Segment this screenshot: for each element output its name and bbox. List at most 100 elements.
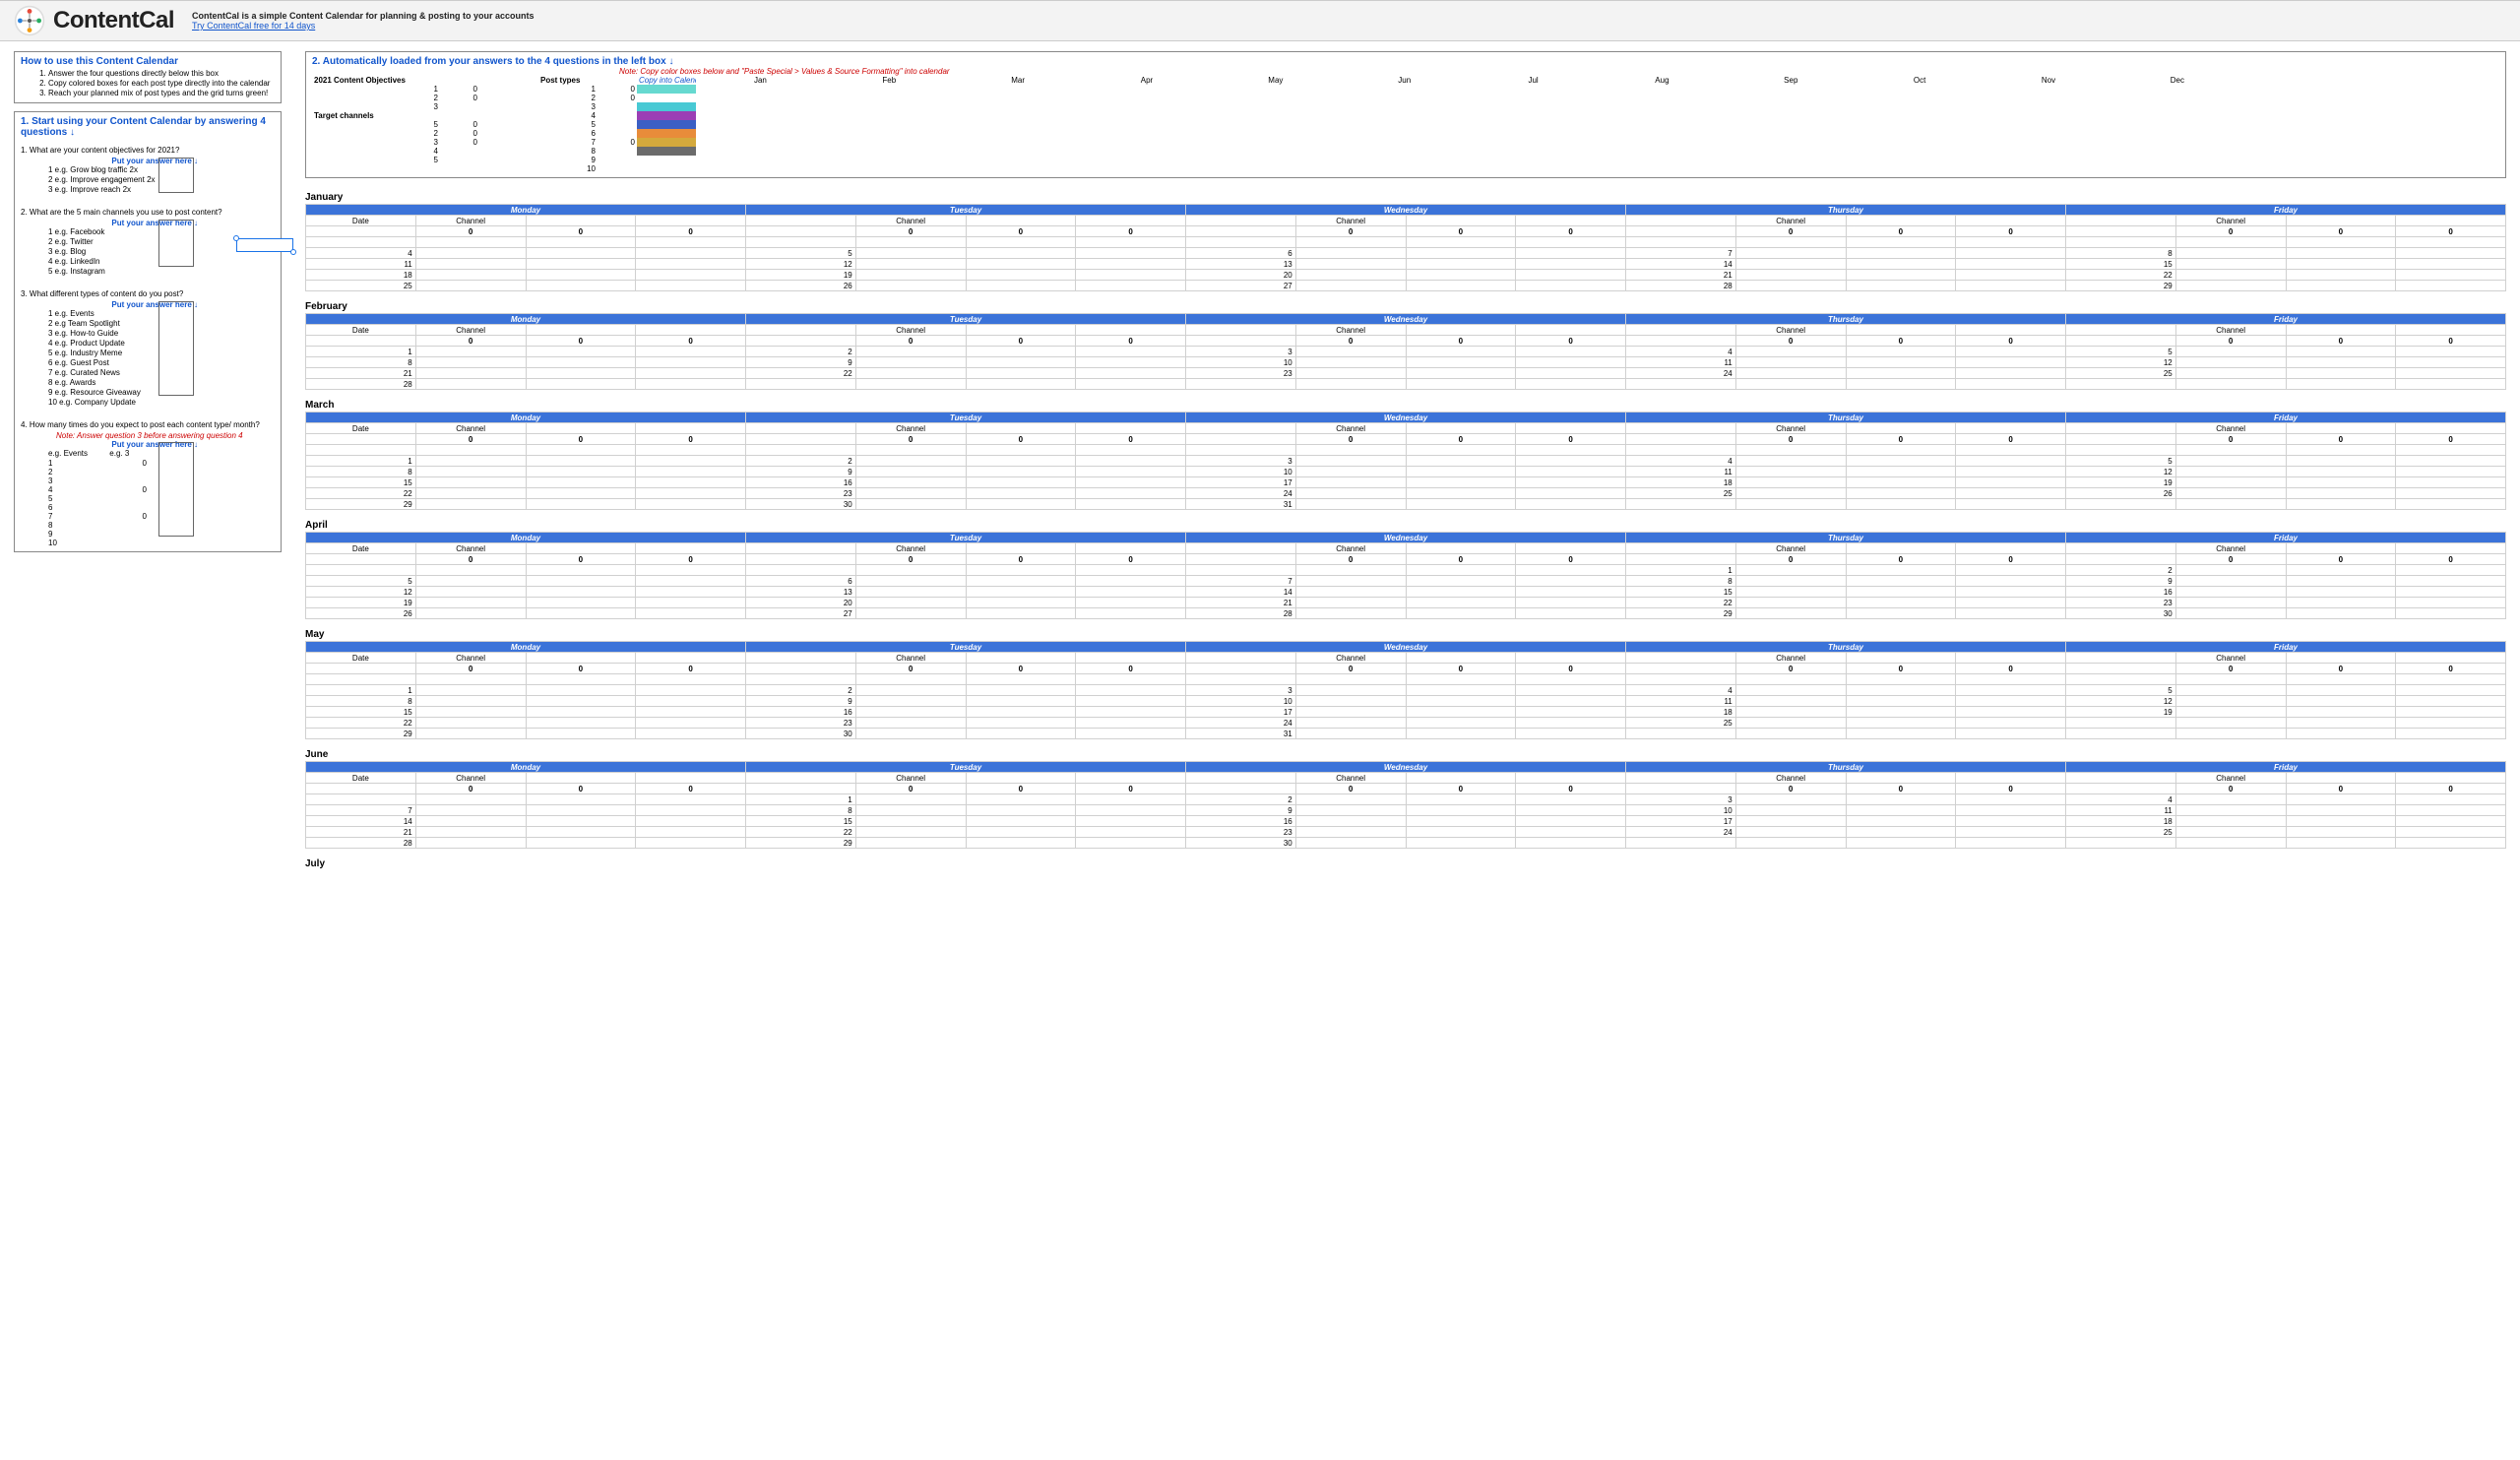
calendar-cell[interactable]: 17 — [1626, 816, 1736, 827]
calendar-cell[interactable] — [1516, 718, 1626, 729]
calendar-cell[interactable] — [1846, 477, 1956, 488]
calendar-cell[interactable] — [1516, 707, 1626, 718]
calendar-cell[interactable] — [2066, 729, 2176, 739]
calendar-cell[interactable]: 14 — [306, 816, 416, 827]
calendar-cell[interactable] — [855, 347, 966, 357]
calendar-cell[interactable] — [1076, 674, 1186, 685]
calendar-cell[interactable] — [1516, 674, 1626, 685]
calendar-cell[interactable] — [2175, 576, 2286, 587]
calendar-cell[interactable] — [636, 674, 746, 685]
calendar-cell[interactable] — [1295, 729, 1406, 739]
calendar-cell[interactable] — [1846, 467, 1956, 477]
calendar-cell[interactable] — [1295, 816, 1406, 827]
calendar-cell[interactable] — [1846, 347, 1956, 357]
calendar-cell[interactable] — [1186, 565, 1296, 576]
calendar-cell[interactable]: 11 — [2066, 805, 2176, 816]
calendar-cell[interactable] — [966, 445, 1076, 456]
calendar-cell[interactable] — [526, 368, 636, 379]
calendar-cell[interactable] — [966, 499, 1076, 510]
calendar-cell[interactable] — [1406, 587, 1516, 598]
calendar-cell[interactable] — [1956, 499, 2066, 510]
calendar-cell[interactable] — [1956, 707, 2066, 718]
calendar-cell[interactable] — [1956, 270, 2066, 281]
calendar-cell[interactable] — [1735, 456, 1846, 467]
calendar-cell[interactable] — [966, 259, 1076, 270]
calendar-cell[interactable] — [1516, 838, 1626, 849]
calendar-cell[interactable] — [1186, 379, 1296, 390]
calendar-cell[interactable] — [1735, 565, 1846, 576]
calendar-cell[interactable] — [966, 456, 1076, 467]
calendar-cell[interactable] — [1516, 729, 1626, 739]
calendar-cell[interactable] — [526, 608, 636, 619]
calendar-cell[interactable] — [2396, 248, 2506, 259]
calendar-cell[interactable] — [1295, 499, 1406, 510]
calendar-cell[interactable] — [1956, 718, 2066, 729]
calendar-cell[interactable] — [1846, 816, 1956, 827]
calendar-cell[interactable] — [1076, 237, 1186, 248]
calendar-cell[interactable] — [2396, 456, 2506, 467]
calendar-cell[interactable] — [2286, 477, 2396, 488]
calendar-cell[interactable] — [2175, 281, 2286, 291]
calendar-cell[interactable]: 9 — [746, 696, 856, 707]
calendar-cell[interactable] — [1186, 674, 1296, 685]
calendar-cell[interactable] — [1295, 477, 1406, 488]
calendar-cell[interactable] — [2396, 718, 2506, 729]
calendar-cell[interactable] — [1076, 499, 1186, 510]
calendar-cell[interactable] — [966, 718, 1076, 729]
calendar-cell[interactable]: 1 — [306, 456, 416, 467]
calendar-cell[interactable] — [1295, 587, 1406, 598]
calendar-cell[interactable] — [2175, 805, 2286, 816]
calendar-cell[interactable] — [1735, 488, 1846, 499]
calendar-cell[interactable] — [1846, 674, 1956, 685]
calendar-cell[interactable] — [415, 357, 526, 368]
calendar-cell[interactable] — [2396, 237, 2506, 248]
calendar-cell[interactable] — [2175, 718, 2286, 729]
calendar-cell[interactable] — [1076, 718, 1186, 729]
calendar-cell[interactable] — [1956, 259, 2066, 270]
calendar-cell[interactable] — [1735, 368, 1846, 379]
calendar-cell[interactable] — [2175, 237, 2286, 248]
calendar-cell[interactable] — [1295, 674, 1406, 685]
calendar-cell[interactable] — [2175, 674, 2286, 685]
calendar-cell[interactable] — [1406, 259, 1516, 270]
calendar-cell[interactable] — [1406, 281, 1516, 291]
calendar-cell[interactable] — [1956, 357, 2066, 368]
color-swatch[interactable] — [637, 164, 696, 173]
calendar-cell[interactable] — [1846, 794, 1956, 805]
calendar-cell[interactable] — [526, 379, 636, 390]
calendar-cell[interactable] — [636, 805, 746, 816]
calendar-cell[interactable] — [966, 794, 1076, 805]
calendar-cell[interactable] — [636, 467, 746, 477]
calendar-cell[interactable] — [306, 237, 416, 248]
calendar-cell[interactable] — [526, 805, 636, 816]
calendar-cell[interactable] — [1516, 685, 1626, 696]
calendar-cell[interactable] — [966, 270, 1076, 281]
calendar-cell[interactable] — [415, 259, 526, 270]
calendar-cell[interactable] — [1626, 379, 1736, 390]
calendar-cell[interactable]: 22 — [306, 488, 416, 499]
calendar-cell[interactable] — [1295, 270, 1406, 281]
answer-box-2[interactable] — [158, 220, 194, 267]
calendar-cell[interactable] — [855, 794, 966, 805]
calendar-cell[interactable] — [415, 729, 526, 739]
calendar-cell[interactable] — [415, 379, 526, 390]
calendar-cell[interactable] — [415, 685, 526, 696]
calendar-cell[interactable] — [1406, 794, 1516, 805]
calendar-cell[interactable]: 26 — [306, 608, 416, 619]
calendar-cell[interactable] — [415, 598, 526, 608]
calendar-cell[interactable]: 6 — [1186, 248, 1296, 259]
calendar-cell[interactable] — [966, 281, 1076, 291]
calendar-cell[interactable]: 8 — [746, 805, 856, 816]
calendar-cell[interactable] — [636, 379, 746, 390]
calendar-cell[interactable] — [636, 357, 746, 368]
calendar-cell[interactable]: 23 — [1186, 368, 1296, 379]
calendar-cell[interactable] — [2175, 696, 2286, 707]
calendar-cell[interactable] — [526, 696, 636, 707]
calendar-cell[interactable] — [415, 347, 526, 357]
calendar-cell[interactable] — [1956, 608, 2066, 619]
calendar-cell[interactable] — [2286, 467, 2396, 477]
calendar-cell[interactable] — [1735, 718, 1846, 729]
calendar-cell[interactable] — [855, 598, 966, 608]
calendar-cell[interactable] — [1846, 827, 1956, 838]
calendar-cell[interactable] — [966, 685, 1076, 696]
